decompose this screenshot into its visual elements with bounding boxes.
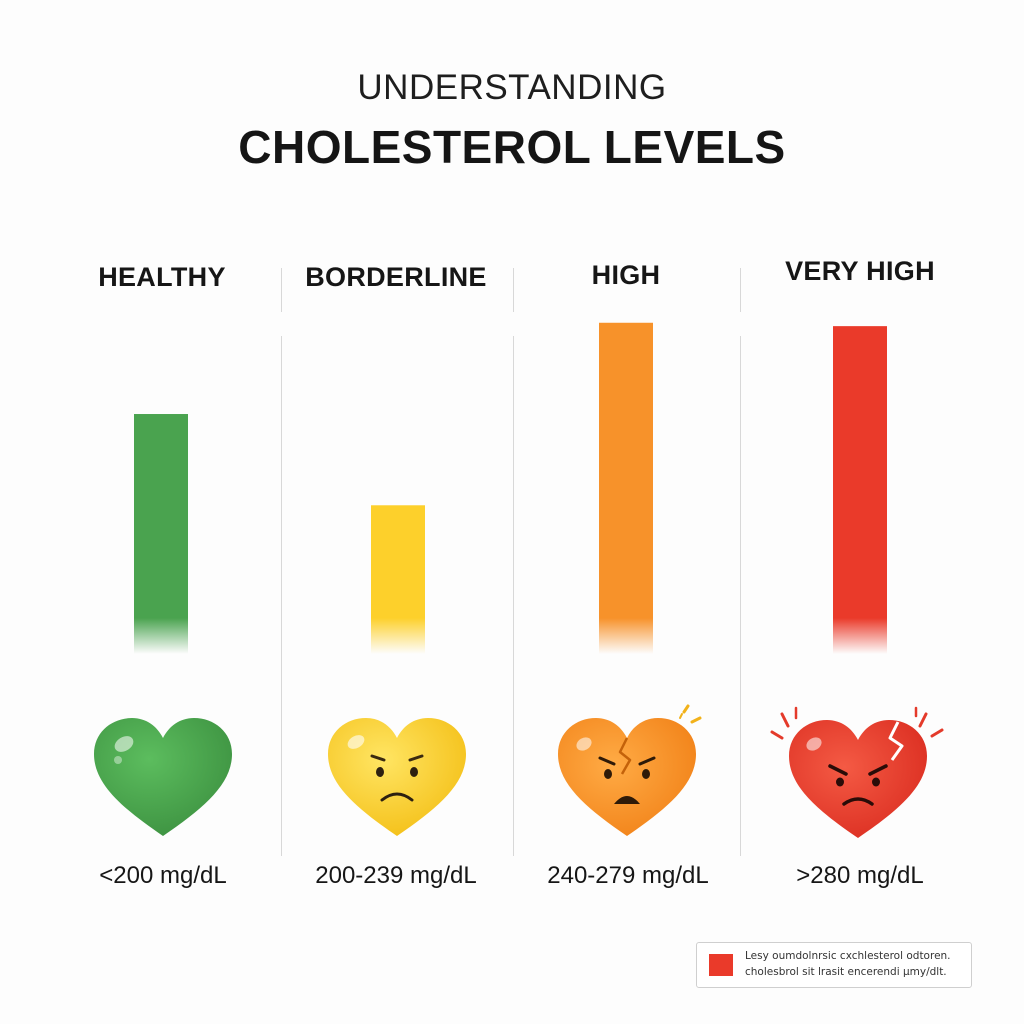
green-heart-icon: [94, 718, 232, 836]
category-label-high: HIGH: [591, 260, 661, 290]
page-title: CHOLESTEROL LEVELS: [238, 121, 786, 173]
page-subtitle: UNDERSTANDING: [357, 68, 667, 107]
column-divider-1: [281, 336, 282, 856]
range-label-very-high: >280 mg/dL: [796, 862, 924, 889]
range-label-healthy: <200 mg/dL: [99, 862, 227, 889]
column-divider-1-top: [281, 268, 282, 312]
legend-line-2: cholesbrol sit lrasit encerendi µmy/dlt.: [745, 966, 947, 978]
legend: Lesy oumdolnrsic cxchlesterol odtoren. c…: [696, 942, 972, 988]
yellow-worried-heart-icon: [328, 718, 466, 836]
column-divider-2-top: [513, 268, 514, 312]
bar-high: [599, 322, 653, 654]
red-broken-heart-icon: [770, 706, 944, 838]
bar-very-high: [833, 326, 887, 654]
category-label-borderline: BORDERLINE: [305, 262, 487, 292]
bar-healthy: [134, 414, 188, 654]
legend-line-1: Lesy oumdolnrsic cxchlesterol odtoren.: [745, 950, 951, 962]
legend-text: Lesy oumdolnrsic cxchlesterol odtoren. c…: [745, 948, 967, 980]
column-divider-2: [513, 336, 514, 856]
range-label-borderline: 200-239 mg/dL: [315, 862, 477, 889]
legend-swatch: [709, 954, 733, 976]
category-label-very-high: VERY HIGH: [785, 256, 935, 286]
bar-borderline: [371, 505, 425, 654]
range-label-high: 240-279 mg/dL: [547, 862, 709, 889]
category-label-healthy: HEALTHY: [98, 262, 226, 292]
column-divider-3: [740, 336, 741, 856]
orange-cracked-heart-icon: [558, 704, 702, 836]
column-divider-3-top: [740, 268, 741, 312]
